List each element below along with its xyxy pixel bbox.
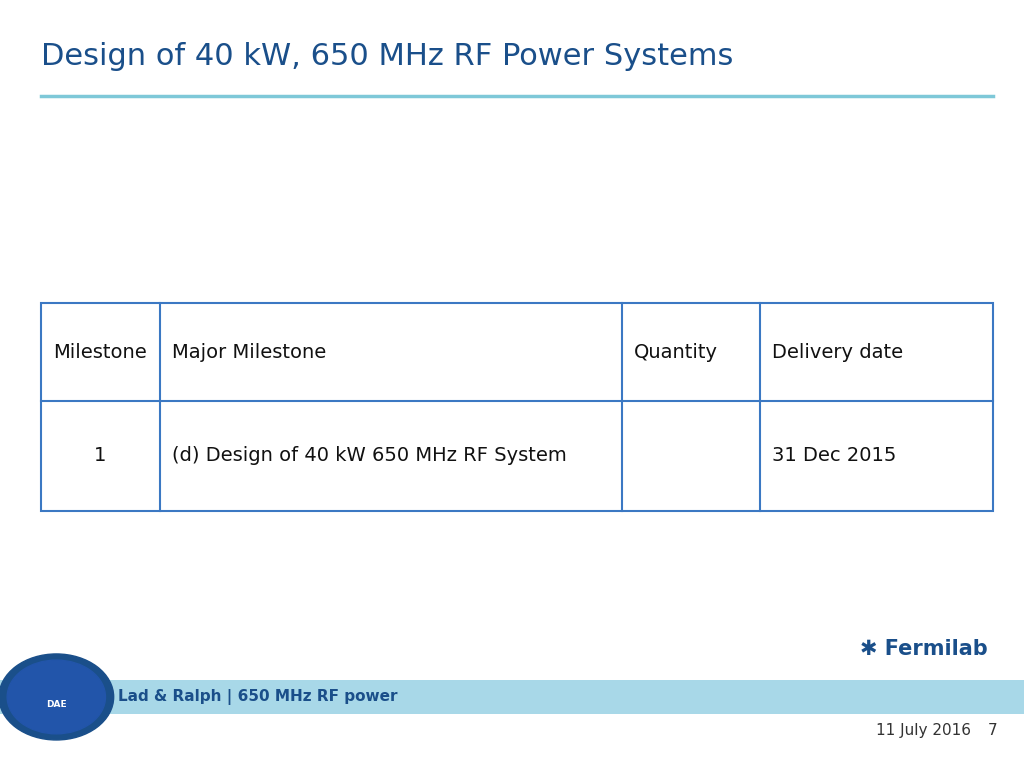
Bar [41,303,993,511]
Text: 11 July 2016: 11 July 2016 [876,723,971,739]
Text: Milestone: Milestone [53,343,147,362]
Text: 31 Dec 2015: 31 Dec 2015 [772,446,897,465]
Text: Design of 40 kW, 650 MHz RF Power Systems: Design of 40 kW, 650 MHz RF Power System… [41,42,733,71]
Text: (d) Design of 40 kW 650 MHz RF System: (d) Design of 40 kW 650 MHz RF System [172,446,567,465]
Text: Quantity: Quantity [634,343,718,362]
Text: ✱ Fermilab: ✱ Fermilab [860,639,988,659]
Text: 7: 7 [988,723,997,739]
Text: DAE: DAE [46,700,67,709]
Circle shape [0,654,114,740]
Text: Lad & Ralph | 650 MHz RF power: Lad & Ralph | 650 MHz RF power [118,689,397,705]
Text: Major Milestone: Major Milestone [172,343,327,362]
Bar [0,680,1024,714]
Text: 1: 1 [94,446,106,465]
Text: Delivery date: Delivery date [772,343,903,362]
Circle shape [7,660,105,734]
